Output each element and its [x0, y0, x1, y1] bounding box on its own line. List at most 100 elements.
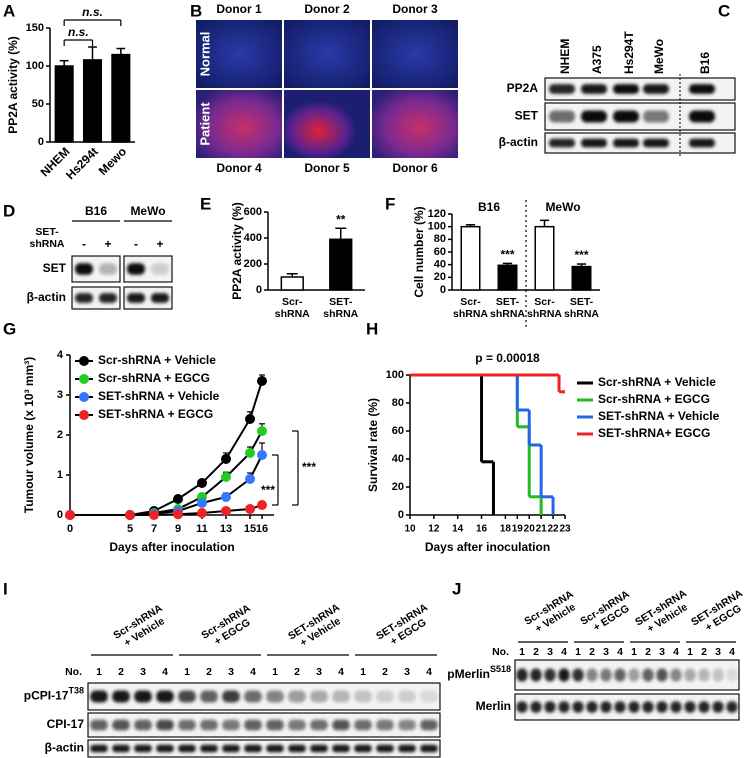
point [197, 508, 207, 518]
band [544, 668, 556, 682]
lane-number: 3 [316, 666, 322, 678]
lane-number: 4 [426, 666, 432, 678]
lane-number: 4 [162, 666, 168, 678]
row-label: β-actin [27, 290, 66, 304]
band [112, 744, 130, 753]
band [376, 690, 394, 703]
sign: - [134, 237, 138, 251]
row-label: β-actin [45, 741, 84, 755]
band [112, 719, 130, 731]
y-tick-label: 150 [26, 22, 44, 34]
annotation: *** [500, 248, 514, 262]
lane-number: 1 [272, 666, 278, 678]
row-label-sup: S518 [490, 664, 511, 674]
annotation: *** [574, 248, 588, 262]
band [266, 719, 284, 731]
band [642, 701, 654, 713]
text-line: shRNA [323, 308, 358, 320]
band [656, 668, 668, 682]
row-label-sup: T38 [68, 686, 84, 696]
band [75, 293, 93, 303]
band [614, 668, 626, 682]
band [684, 701, 696, 713]
legend-label: SET-shRNA+ EGCG [598, 426, 710, 440]
lane-number: 3 [547, 646, 553, 658]
band [178, 719, 196, 731]
lane-number: 1 [184, 666, 190, 678]
band [310, 744, 328, 753]
row-label: SET [515, 109, 539, 123]
band [200, 719, 218, 731]
bar [497, 264, 518, 291]
group-label: B16 [478, 200, 500, 214]
y-axis-label: PP2A activity (%) [6, 36, 20, 134]
blot-frame [71, 286, 121, 310]
text-line: Scr- [534, 296, 555, 308]
bar [54, 65, 74, 143]
legend-marker [79, 374, 89, 384]
band [222, 744, 240, 753]
legend-label: Scr-shRNA + EGCG [598, 392, 710, 406]
band [572, 668, 584, 682]
y-tick-label: 80 [434, 233, 446, 245]
y-tick-label: 3 [57, 389, 63, 401]
band [288, 744, 306, 753]
band [628, 701, 640, 713]
row-label: Merlin [476, 699, 511, 713]
band [572, 701, 584, 713]
y-tick-label: 0 [38, 136, 44, 148]
legend-marker [79, 356, 89, 366]
band [178, 690, 196, 703]
y-axis-label: Survival rate (%) [366, 398, 380, 492]
x-tick-label: 11 [196, 523, 208, 535]
band [549, 138, 575, 148]
band [90, 719, 108, 731]
lane-number: 2 [382, 666, 388, 678]
band [656, 701, 668, 713]
y-tick-label: 80 [392, 397, 404, 409]
bar [280, 276, 304, 291]
band [726, 701, 738, 713]
lane-number: 1 [360, 666, 366, 678]
point [245, 504, 255, 514]
band [689, 138, 715, 148]
y-tick-label: 50 [32, 98, 44, 110]
lane-number: 4 [729, 646, 735, 658]
text-line: shRNA [453, 308, 488, 320]
band [310, 719, 328, 731]
panel-letter: C [718, 1, 730, 20]
y-tick-label: 0 [398, 509, 404, 521]
point [257, 376, 267, 386]
x-axis-label: Days after inoculation [109, 540, 234, 554]
panel-letter: J [452, 579, 461, 598]
x-axis-label: Days after inoculation [425, 540, 550, 554]
lane-number: 4 [617, 646, 623, 658]
point [221, 506, 231, 516]
micrograph [372, 20, 458, 88]
band [600, 701, 612, 713]
y-tick-label: 20 [392, 481, 404, 493]
text-line: shRNA [564, 308, 599, 320]
panel-letter: A [3, 1, 15, 20]
band [613, 110, 639, 123]
band [134, 719, 152, 731]
donor-label: Donor 4 [216, 161, 262, 175]
band [178, 744, 196, 753]
sign: + [104, 237, 111, 251]
text-line: SET- [35, 226, 59, 238]
band [376, 744, 394, 753]
band [689, 84, 715, 94]
chart-title: p = 0.00018 [475, 351, 540, 365]
band [581, 138, 607, 148]
lane-number: 3 [659, 646, 665, 658]
x-tick-label: 19 [512, 524, 524, 535]
y-axis-label: PP2A activity (%) [230, 202, 244, 300]
x-tick-label: 22 [548, 524, 560, 535]
band [613, 138, 639, 148]
micrograph [196, 20, 282, 88]
x-tick-label: 14 [452, 524, 464, 535]
lane-number: 4 [673, 646, 679, 658]
lane-number: 2 [589, 646, 595, 658]
band [151, 263, 169, 275]
lane-label: MeWo [652, 39, 666, 74]
